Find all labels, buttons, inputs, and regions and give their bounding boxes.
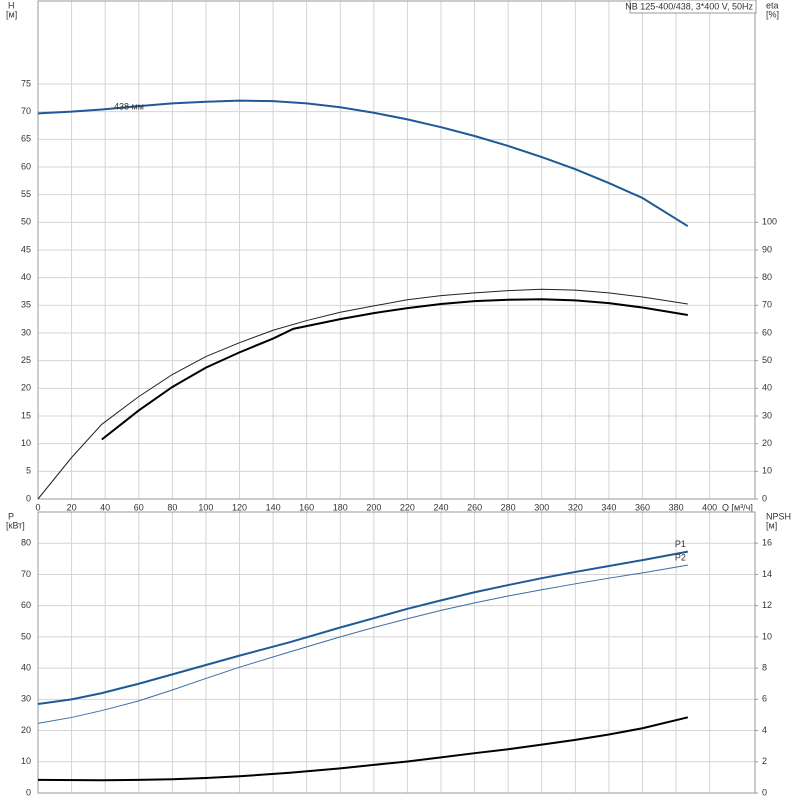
title-box [629,0,757,14]
y-tick-label: 15 [21,410,31,420]
y-tick-label: 60 [21,600,31,610]
x-tick-label: 80 [167,502,177,512]
x-tick-label: 300 [534,502,549,512]
y-tick-label: 40 [21,272,31,282]
y2-tick-label: 4 [762,725,767,735]
y2-tick-label: 12 [762,600,772,610]
y-tick-label: 70 [21,569,31,579]
y2-tick-label: 10 [762,466,772,476]
series-label: P2 [675,552,686,562]
y-axis-label: P [8,511,14,521]
x-tick-label: 20 [67,502,77,512]
plot-frame [37,0,756,500]
y-axis-unit: [м] [6,9,17,19]
y2-tick-label: 6 [762,694,767,704]
x-tick-label: 200 [366,502,381,512]
x-tick-label: 320 [568,502,583,512]
x-tick-label: 120 [232,502,247,512]
x-tick-label: 100 [198,502,213,512]
y-tick-label: 75 [21,78,31,88]
y-tick-label: 10 [21,438,31,448]
series-label: P1 [675,539,686,549]
curve [37,99,689,228]
y2-tick-label: 16 [762,538,772,548]
y-tick-label: 0 [26,493,31,503]
y2-tick-label: 10 [762,631,772,641]
x-axis-label: Q [м³/ч] [722,502,753,512]
y2-tick-label: 40 [762,383,772,393]
y2-tick-label: 30 [762,410,772,420]
plot-frame [37,511,756,794]
y-tick-label: 25 [21,355,31,365]
x-tick-label: 220 [400,502,415,512]
x-tick-label: 140 [266,502,281,512]
y2-axis-label: NPSH [766,511,791,521]
y-tick-label: 20 [21,383,31,393]
curve [37,288,688,500]
x-tick-label: 360 [635,502,650,512]
x-tick-label: 340 [601,502,616,512]
x-tick-label: 400 [702,502,717,512]
y-tick-label: 30 [21,694,31,704]
y2-tick-label: 50 [762,355,772,365]
y-tick-label: 60 [21,161,31,171]
x-tick-label: 160 [299,502,314,512]
y2-axis-unit: [м] [766,520,777,530]
y-tick-label: 35 [21,300,31,310]
y-tick-label: 0 [26,787,31,797]
x-tick-label: 380 [669,502,684,512]
y2-axis-unit: [%] [766,9,779,19]
y2-tick-label: 14 [762,569,772,579]
y2-tick-label: 2 [762,756,767,766]
y-tick-label: 40 [21,662,31,672]
y2-tick-label: 100 [762,217,777,227]
curve [37,550,689,706]
y-tick-label: 45 [21,244,31,254]
y-tick-label: 55 [21,189,31,199]
y2-tick-label: 60 [762,327,772,337]
y-tick-label: 5 [26,466,31,476]
x-tick-label: 260 [467,502,482,512]
x-tick-label: 280 [501,502,516,512]
y-tick-label: 80 [21,538,31,548]
y2-tick-label: 70 [762,300,772,310]
curve [37,716,689,782]
y-axis-unit: [кВт] [6,520,25,530]
y-tick-label: 10 [21,756,31,766]
x-tick-label: 60 [134,502,144,512]
y-tick-label: 50 [21,217,31,227]
y2-tick-label: 8 [762,662,767,672]
y-tick-label: 50 [21,631,31,641]
x-tick-label: 0 [35,502,40,512]
y-tick-label: 70 [21,106,31,116]
annotation: 438 мм [114,102,144,112]
y-tick-label: 65 [21,134,31,144]
x-tick-label: 180 [333,502,348,512]
y2-tick-label: 80 [762,272,772,282]
y-axis-label: H [8,0,15,10]
y2-tick-label: 0 [762,787,767,797]
x-tick-label: 40 [100,502,110,512]
y2-tick-label: 0 [762,493,767,503]
x-tick-label: 240 [433,502,448,512]
curve [37,564,688,724]
y2-tick-label: 20 [762,438,772,448]
y-tick-label: 30 [21,327,31,337]
y2-axis-label: eta [766,0,779,10]
y-tick-label: 20 [21,725,31,735]
chart-title: NB 125-400/438, 3*400 V, 50Hz [625,1,753,11]
curve [101,298,688,441]
y2-tick-label: 90 [762,244,772,254]
